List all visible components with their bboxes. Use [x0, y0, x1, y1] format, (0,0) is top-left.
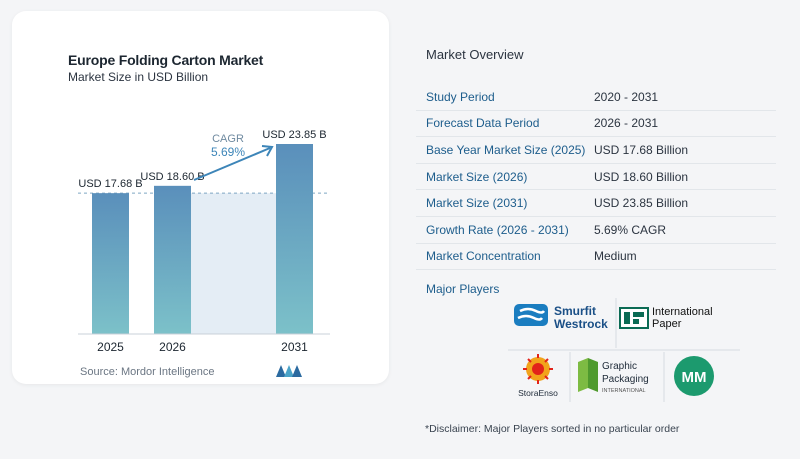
svg-text:Paper: Paper [652, 318, 682, 330]
overview-row: Base Year Market Size (2025) USD 17.68 Bi… [416, 137, 776, 164]
cagr-arrow [193, 147, 271, 181]
bar-2026 [154, 185, 191, 334]
svg-text:StoraEnso: StoraEnso [518, 388, 558, 398]
chart-title: Europe Folding Carton Market [68, 52, 264, 68]
svg-text:Westrock: Westrock [554, 317, 608, 331]
overview-value: USD 23.85 Billion [594, 196, 689, 211]
bar-2031 [276, 144, 313, 334]
overview-value: Medium [594, 249, 637, 264]
overview-key: Base Year Market Size (2025) [426, 142, 586, 157]
overview-value: USD 18.60 Billion [594, 169, 689, 184]
svg-text:Smurfit: Smurfit [554, 304, 596, 318]
growth-band [191, 193, 276, 334]
value-label-2025: USD 17.68 B [78, 178, 142, 190]
svg-text:INTERNATIONAL: INTERNATIONAL [602, 388, 646, 394]
stora-enso-logo: StoraEnso [518, 354, 558, 398]
overview-row: Forecast Data Period 2026 - 2031 [416, 111, 776, 138]
cagr-label: CAGR [212, 133, 244, 145]
overview-key: Market Size (2031) [426, 196, 528, 211]
svg-text:Packaging: Packaging [602, 374, 649, 385]
svg-text:Graphic: Graphic [602, 361, 637, 372]
x-tick-2025: 2025 [97, 340, 124, 354]
x-tick-2031: 2031 [281, 340, 308, 354]
bar-2025 [92, 193, 129, 334]
mordor-logo-icon [276, 365, 302, 377]
value-label-2026: USD 18.60 B [140, 171, 204, 183]
overview-row: Growth Rate (2026 - 2031) 5.69% CAGR [416, 217, 776, 244]
chart-subtitle: Market Size in USD Billion [68, 70, 209, 84]
major-players-label: Major Players [426, 282, 500, 296]
overview-value: 2026 - 2031 [594, 116, 659, 131]
market-overview-table: Study Period 2020 - 2031 Forecast Data Per… [416, 84, 776, 271]
overview-row: Study Period 2020 - 2031 [416, 84, 776, 111]
value-label-2031: USD 23.85 B [262, 129, 326, 141]
overview-key: Market Concentration [426, 249, 541, 264]
bar-chart: USD 17.68 B 2025 USD 18.60 B 2026 USD 23.85 … [78, 129, 330, 354]
overview-key: Growth Rate (2026 - 2031) [426, 222, 569, 237]
mm-logo: MM [674, 356, 714, 396]
overview-key: Market Size (2026) [426, 169, 528, 184]
overview-value: 5.69% CAGR [594, 222, 667, 237]
svg-text:MM: MM [682, 369, 707, 386]
major-players-logos: Smurfit Westrock International Paper Sto… [508, 298, 740, 402]
overview-key: Study Period [426, 89, 495, 104]
international-paper-logo: International Paper [619, 306, 713, 330]
graphic-packaging-logo: Graphic Packaging INTERNATIONAL [578, 358, 649, 394]
market-overview-title: Market Overview [426, 47, 524, 62]
x-tick-2026: 2026 [159, 340, 186, 354]
overview-value: USD 17.68 Billion [594, 142, 689, 157]
overview-row: Market Concentration Medium [416, 244, 776, 271]
overview-row: Market Size (2026) USD 18.60 Billion [416, 164, 776, 191]
source-text: Source: Mordor Intelligence [80, 366, 215, 378]
smurfit-westrock-logo: Smurfit Westrock [514, 304, 608, 331]
overview-key: Forecast Data Period [426, 116, 540, 131]
disclaimer-text: *Disclaimer: Major Players sorted in no … [425, 423, 680, 435]
overview-row: Market Size (2031) USD 23.85 Billion [416, 190, 776, 217]
cagr-arrow-head [261, 145, 274, 157]
cagr-value: 5.69% [211, 145, 245, 159]
svg-text:International: International [652, 306, 713, 318]
overview-value: 2020 - 2031 [594, 89, 659, 104]
